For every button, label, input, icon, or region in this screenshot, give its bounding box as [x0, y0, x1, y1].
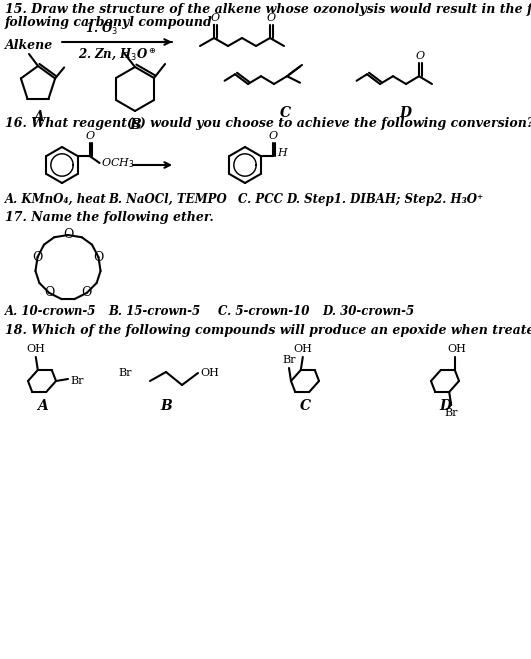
Text: C: C: [299, 399, 311, 413]
Text: A. 10-crown-5: A. 10-crown-5: [5, 305, 96, 318]
Text: 2. Zn, H$_3$O$^\oplus$: 2. Zn, H$_3$O$^\oplus$: [78, 46, 157, 62]
Text: OCH$_3$: OCH$_3$: [100, 156, 134, 170]
Text: B. NaOCl, TEMPO: B. NaOCl, TEMPO: [108, 193, 227, 206]
Text: 15. Draw the structure of the alkene whose ozonolysis would result in the format: 15. Draw the structure of the alkene who…: [5, 3, 531, 16]
Text: D. 30-crown-5: D. 30-crown-5: [322, 305, 414, 318]
Text: B. 15-crown-5: B. 15-crown-5: [108, 305, 200, 318]
Text: B: B: [129, 118, 141, 132]
Text: O: O: [415, 51, 425, 61]
Text: O: O: [269, 131, 278, 141]
Text: Br: Br: [118, 368, 132, 378]
Text: following carbonyl compound.: following carbonyl compound.: [5, 16, 217, 29]
Text: Br: Br: [70, 376, 83, 386]
Text: D: D: [439, 399, 451, 413]
Text: O: O: [63, 229, 73, 241]
Text: OH: OH: [293, 344, 312, 354]
Text: C: C: [279, 106, 290, 120]
Text: O: O: [32, 250, 43, 264]
Text: OH: OH: [447, 344, 466, 354]
Text: O: O: [93, 250, 104, 264]
Text: OH: OH: [27, 344, 45, 354]
Text: C. 5-crown-10: C. 5-crown-10: [218, 305, 310, 318]
Text: A: A: [37, 399, 47, 413]
Text: OH: OH: [200, 368, 219, 378]
Text: 1. O$_3$: 1. O$_3$: [85, 21, 118, 37]
Text: O: O: [82, 287, 92, 299]
Text: A. KMnO₄, heat: A. KMnO₄, heat: [5, 193, 107, 206]
Text: Alkene: Alkene: [5, 39, 53, 52]
Text: Br: Br: [282, 355, 296, 365]
Text: Br: Br: [444, 408, 458, 418]
Text: D. Step1. DIBAH; Step2. H₃O⁺: D. Step1. DIBAH; Step2. H₃O⁺: [286, 193, 483, 206]
Text: A: A: [32, 110, 44, 124]
Text: O: O: [44, 287, 54, 299]
Text: O: O: [86, 131, 95, 141]
Text: 17. Name the following ether.: 17. Name the following ether.: [5, 211, 214, 224]
Text: H: H: [278, 148, 287, 158]
Text: D: D: [399, 106, 411, 120]
Text: O: O: [210, 13, 219, 23]
Text: 18. Which of the following compounds will produce an epoxide when treated with a: 18. Which of the following compounds wil…: [5, 324, 531, 337]
Text: C. PCC: C. PCC: [238, 193, 283, 206]
Text: O: O: [267, 13, 276, 23]
Text: B: B: [160, 399, 172, 413]
Text: 16. What reagent(s) would you choose to achieve the following conversion?: 16. What reagent(s) would you choose to …: [5, 117, 531, 130]
